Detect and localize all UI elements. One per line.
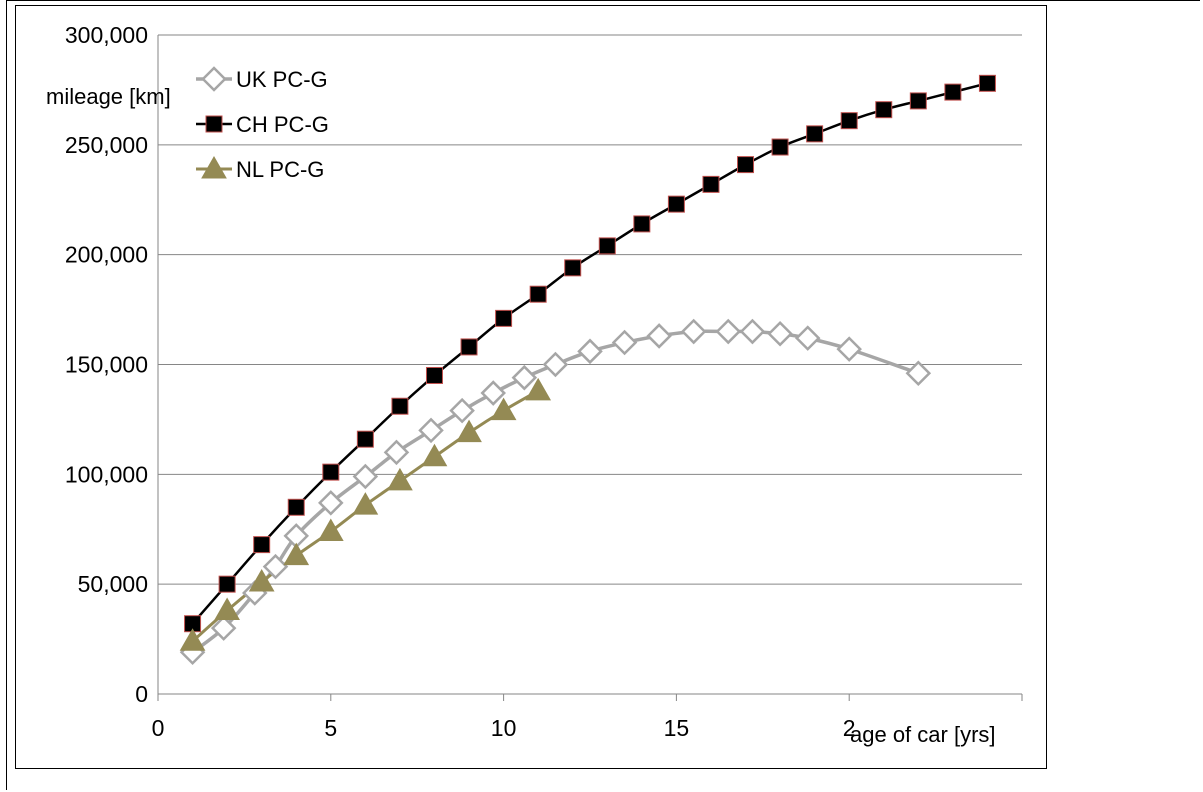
square-marker: [633, 215, 651, 233]
diamond-marker: [715, 318, 742, 345]
diamond-marker: [511, 364, 538, 391]
diamond-marker: [611, 329, 638, 356]
chart-area: 0 50,000 100,000 150,000 200,000 250,000 300,0…: [15, 5, 1047, 769]
square-marker: [253, 536, 271, 554]
x-tick-label: 0: [152, 715, 165, 741]
diamond-marker: [449, 397, 475, 424]
series-line: [191, 329, 919, 654]
triangle-marker: [490, 397, 517, 421]
square-marker: [529, 285, 547, 303]
x-axis-title: age of car [yrs]: [850, 722, 996, 747]
triangle-marker: [214, 597, 240, 621]
triangle-marker: [201, 155, 227, 179]
x-tick-label: 5: [324, 715, 337, 741]
gridlines: [158, 34, 1022, 585]
diamond-marker: [739, 318, 766, 345]
y-tick-label: 250,000: [65, 132, 148, 158]
triangle-marker: [352, 492, 379, 515]
square-marker: [495, 309, 513, 327]
diamond-marker: [794, 325, 821, 351]
diamond-marker: [680, 318, 707, 345]
diamond-marker: [836, 336, 862, 362]
square-marker: [425, 366, 443, 384]
figure-frame: 0 50,000 100,000 150,000 200,000 250,000 300,0…: [6, 0, 1200, 790]
square-marker: [771, 138, 789, 156]
square-marker: [287, 498, 305, 516]
square-marker: [391, 397, 409, 415]
square-marker: [875, 101, 893, 119]
y-axis-title: mileage [km]: [46, 84, 171, 109]
square-marker: [460, 338, 478, 356]
square-marker: [806, 125, 824, 143]
square-marker: [667, 195, 685, 213]
diamond-marker: [201, 66, 227, 92]
square-marker: [564, 259, 582, 277]
triangle-marker: [421, 443, 448, 467]
y-tick-label: 100,000: [65, 461, 148, 487]
diamond-marker: [352, 463, 379, 490]
diamond-marker: [383, 439, 410, 466]
triangle-marker: [317, 518, 344, 541]
y-tick-label: 50,000: [78, 571, 148, 597]
square-marker: [978, 74, 996, 92]
triangle-marker: [283, 542, 310, 566]
series-markers: [179, 74, 996, 666]
triangle-marker: [248, 568, 275, 592]
square-marker: [598, 237, 616, 255]
line-chart: 0 50,000 100,000 150,000 200,000 250,000 300,0…: [46, 22, 1023, 747]
x-tick-label: 15: [664, 715, 690, 741]
triangle-marker: [387, 467, 413, 491]
legend-label: UK PC-G: [236, 67, 328, 92]
triangle-marker: [179, 628, 206, 651]
square-marker: [944, 83, 962, 101]
legend-label: CH PC-G: [236, 112, 329, 137]
y-tick-label: 200,000: [65, 242, 148, 268]
diamond-marker: [577, 338, 603, 365]
x-tick-label: 2: [843, 715, 856, 741]
diamond-marker: [646, 323, 672, 349]
square-marker: [218, 575, 236, 593]
diamond-marker: [418, 417, 444, 444]
legend-label: NL PC-G: [236, 157, 324, 182]
diamond-marker: [905, 360, 932, 387]
diamond-marker: [262, 553, 289, 580]
diamond-marker: [767, 320, 793, 347]
diamond-marker: [318, 490, 344, 516]
diamond-marker: [210, 615, 237, 641]
square-marker: [702, 175, 720, 193]
legend: UK PC-G CH PC-G NL PC-G: [196, 66, 329, 182]
square-marker: [205, 115, 223, 133]
square-marker: [840, 112, 858, 130]
square-marker: [322, 463, 340, 481]
axes: 0 50,000 100,000 150,000 200,000 250,000 300,0…: [65, 22, 1023, 741]
y-tick-label: 300,000: [65, 22, 148, 48]
triangle-marker: [456, 419, 482, 443]
square-marker: [737, 156, 755, 174]
y-tick-label: 0: [135, 681, 148, 707]
square-marker: [356, 430, 374, 448]
diamond-marker: [542, 351, 569, 378]
y-tick-label: 150,000: [65, 352, 148, 378]
diamond-marker: [480, 380, 506, 406]
triangle-marker: [525, 377, 552, 401]
square-marker: [909, 92, 927, 110]
x-tick-label: 10: [491, 715, 517, 741]
